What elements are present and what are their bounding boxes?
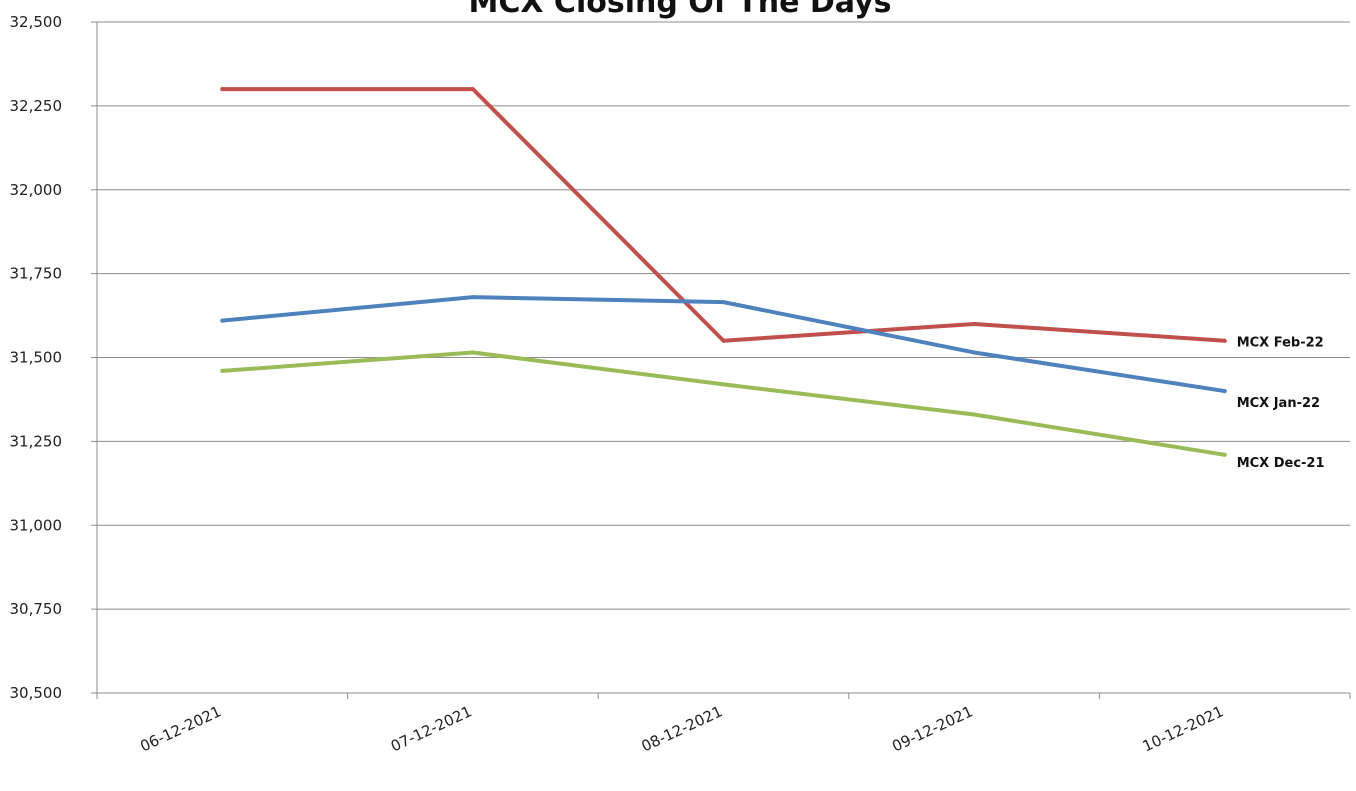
data-point: [220, 87, 225, 92]
x-tick-label: 06-12-2021: [137, 702, 224, 755]
series-label: MCX Jan-22: [1237, 396, 1320, 411]
data-point: [1222, 338, 1227, 343]
y-tick-label: 31,750: [10, 265, 63, 283]
series-label: MCX Feb-22: [1237, 336, 1324, 351]
x-tick-label: 08-12-2021: [639, 702, 726, 755]
data-point: [1222, 389, 1227, 394]
data-point: [721, 382, 726, 387]
data-point: [1222, 452, 1227, 457]
series-line: [220, 295, 1227, 394]
series-label: MCX Dec-21: [1237, 456, 1325, 471]
data-point: [470, 350, 475, 355]
data-point: [721, 338, 726, 343]
y-tick-label: 31,000: [10, 516, 63, 534]
x-tick-label: 07-12-2021: [388, 702, 475, 755]
series-labels: MCX Feb-22 MCX Jan-22 MCX Dec-21: [1237, 336, 1325, 471]
y-tick-label: 32,500: [10, 13, 63, 31]
data-point: [972, 321, 977, 326]
data-point: [220, 368, 225, 373]
y-tick-label: 31,500: [10, 349, 63, 367]
y-tick-label: 32,000: [10, 181, 63, 199]
y-tick-label: 31,250: [10, 432, 63, 450]
data-point: [972, 350, 977, 355]
data-point: [972, 412, 977, 417]
series-lines: [220, 87, 1227, 457]
data-point: [470, 295, 475, 300]
y-tick-label: 30,750: [10, 600, 63, 618]
y-tick-label: 32,250: [10, 97, 63, 115]
data-point: [721, 300, 726, 305]
data-point: [220, 318, 225, 323]
x-tick-label: 09-12-2021: [889, 702, 976, 755]
data-point: [470, 87, 475, 92]
gridlines: [97, 21, 1350, 610]
x-tick-label: 10-12-2021: [1140, 702, 1227, 755]
y-tick-label: 30,500: [10, 684, 63, 702]
axes: 30,500 30,750 31,000 31,250 31,500 31,750 32,0…: [10, 13, 1351, 755]
chart-title: MCX Closing Of The Days: [468, 0, 891, 20]
